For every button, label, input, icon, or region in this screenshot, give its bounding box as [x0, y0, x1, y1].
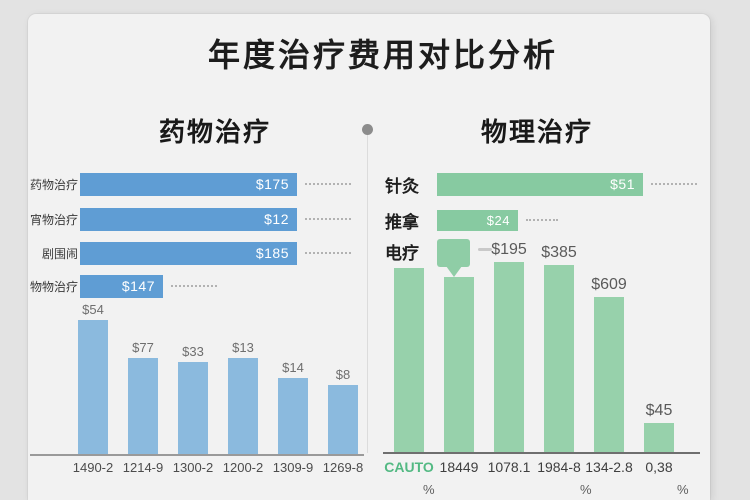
vbar-column: [444, 274, 474, 452]
x-tick-label: 1269-8: [322, 460, 364, 475]
vbar: [494, 262, 524, 452]
hbar-value: $147: [121, 278, 155, 294]
vbar-column: $54: [78, 302, 108, 455]
hbar-medication-4: $147: [80, 274, 163, 298]
vbar: [444, 277, 474, 452]
vbar-value: $14: [282, 360, 304, 375]
x-tick-label: 1309-9: [272, 460, 314, 475]
vbar-value: $54: [82, 302, 104, 317]
percent-symbol: %: [580, 482, 592, 497]
vbar-value: $77: [132, 340, 154, 355]
vbar: [594, 297, 624, 452]
hbar-label: 物物治疗: [30, 279, 79, 294]
hbar-value: $24: [486, 212, 510, 228]
x-tick-label: 0,38: [645, 459, 673, 475]
x-tick-label: 1078.1: [487, 459, 531, 475]
x-tick-label: 1300-2: [172, 460, 214, 475]
dotted-leader: [526, 219, 558, 221]
vbar-column: $8: [328, 367, 358, 455]
page-title: 年度治疗费用对比分析: [207, 37, 558, 73]
hbar-row-electrotherapy: 电疗: [385, 239, 471, 279]
dotted-leader: [305, 183, 351, 185]
vbar-value: $45: [645, 402, 673, 419]
vbar-column: $33: [178, 344, 208, 455]
dotted-leader: [651, 183, 697, 185]
x-tick-label: 1984-8: [537, 459, 581, 475]
dotted-leader: [171, 285, 217, 287]
vbar: [328, 385, 358, 455]
hbar-row-medication-4: 物物治疗 $147: [30, 274, 217, 298]
x-tick-label: 1214-9: [122, 460, 164, 475]
x-tick-label: 18449: [439, 459, 479, 475]
vbar-column: $385: [541, 244, 577, 452]
vbar-value: $385: [541, 244, 577, 261]
vbar: [278, 378, 308, 455]
electrotherapy-marker-icon: [437, 239, 471, 279]
dash-annotation: [478, 248, 492, 251]
x-tick-label: 1200-2: [222, 460, 264, 475]
hbar-row-massage: 推拿 $24: [385, 208, 558, 232]
percent-symbol: %: [423, 482, 435, 497]
x-axis-medication: [30, 454, 364, 456]
hbar-row-acupuncture: 针灸 $51: [385, 172, 697, 196]
vbar: [128, 358, 158, 455]
hbar-row-medication-2: 宵物治疗 $12: [30, 207, 351, 231]
dotted-leader: [305, 252, 351, 254]
vbar: [78, 320, 108, 455]
vbar-value: $195: [491, 241, 527, 258]
vbar-value: $609: [591, 276, 627, 293]
x-tick-label-highlighted: CAUTO: [384, 459, 434, 475]
hbar-label: 推拿: [385, 212, 419, 232]
vbar-value: $13: [232, 340, 254, 355]
divider-dot-icon: [362, 124, 373, 135]
vbar-value: $33: [182, 344, 204, 359]
x-axis-physical: [383, 452, 700, 454]
hbar-acupuncture: $51: [437, 172, 643, 196]
hbar-value: $175: [255, 176, 289, 192]
vbar: [178, 362, 208, 455]
x-tick-row-physical: CAUTO 18449 1078.1 1984-8 134-2.8 0,38: [384, 459, 684, 475]
section-title-medication: 药物治疗: [158, 117, 271, 147]
vbar: [544, 265, 574, 452]
hbar-value: $185: [255, 245, 289, 261]
medication-bar-group: $54 $77 $33 $13 $14 $8: [78, 302, 358, 455]
divider-line: [367, 135, 368, 453]
hbar-medication-1: $175: [80, 172, 297, 196]
hbar-row-medication-3: 剧围闹 $185: [30, 241, 351, 265]
hbar-value: $12: [264, 211, 289, 227]
hbar-row-medication-1: 药物治疗 $175: [30, 172, 351, 196]
vbar-column: $609: [591, 276, 627, 452]
percent-symbol: %: [677, 482, 689, 497]
vbar-column: $45: [644, 402, 674, 452]
hbar-value: $51: [610, 176, 635, 192]
x-tick-row-medication: 1490-2 1214-9 1300-2 1200-2 1309-9 1269-…: [68, 460, 368, 475]
hbar-label: 剧围闹: [41, 246, 78, 261]
section-title-physical: 物理治疗: [480, 117, 593, 147]
vbar-column: $77: [128, 340, 158, 455]
vbar-column: [394, 265, 424, 452]
hbar-label: 宵物治疗: [30, 212, 79, 227]
physical-bar-group: $195 $385 $609 $45: [394, 241, 674, 452]
vbar: [394, 268, 424, 452]
hbar-label: 药物治疗: [30, 177, 79, 192]
hbar-label: 针灸: [385, 176, 419, 196]
vbar-column: $195: [491, 241, 527, 452]
vbar-value: $8: [335, 367, 351, 382]
vbar: [228, 358, 258, 455]
hbar-massage: $24: [437, 209, 518, 231]
x-tick-label: 1490-2: [72, 460, 114, 475]
hbar-medication-2: $12: [80, 207, 297, 231]
vbar-column: $14: [278, 360, 308, 455]
x-tick-label: 134-2.8: [585, 459, 633, 475]
hbar-label: 电疗: [385, 244, 419, 263]
vbar: [644, 423, 674, 452]
report-card: 年度治疗费用对比分析 药物治疗 物理治疗 药物治疗 $175 宵物治疗 $12 …: [28, 14, 710, 500]
dotted-leader: [305, 218, 351, 220]
vbar-column: $13: [228, 340, 258, 455]
hbar-medication-3: $185: [80, 241, 297, 265]
